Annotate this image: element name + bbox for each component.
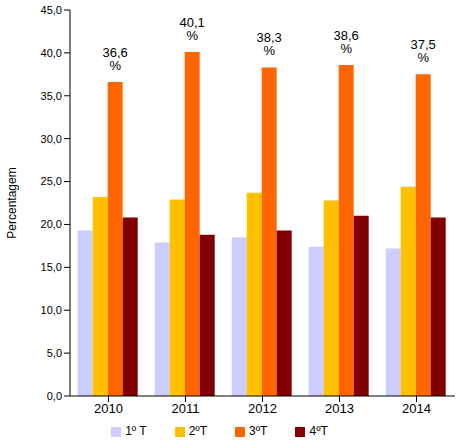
svg-text:2013: 2013 — [325, 401, 354, 416]
svg-text:40,0: 40,0 — [41, 47, 62, 59]
svg-text:2012: 2012 — [248, 401, 277, 416]
svg-text:36,6%: 36,6% — [103, 45, 128, 73]
svg-text:2014: 2014 — [402, 401, 431, 416]
svg-text:45,0: 45,0 — [41, 4, 62, 16]
svg-text:2011: 2011 — [172, 401, 200, 416]
html-text:1º T: 1º T — [125, 424, 147, 438]
svg-text:30,0: 30,0 — [41, 133, 62, 145]
svg-text:Percentagem: Percentagem — [8, 167, 19, 238]
svg-text:20,0: 20,0 — [41, 218, 62, 230]
svg-text:5,0: 5,0 — [47, 347, 62, 359]
svg-text:35,0: 35,0 — [41, 90, 62, 102]
svg-text:25,0: 25,0 — [41, 175, 62, 187]
html-text:2ºT: 2ºT — [188, 424, 208, 438]
svg-text:40,1%: 40,1% — [180, 15, 205, 43]
svg-text:0,0: 0,0 — [47, 390, 62, 402]
svg-text:38,6%: 38,6% — [334, 28, 359, 56]
svg-text:37,5%: 37,5% — [411, 37, 436, 65]
html-text:3ºT: 3ºT — [249, 424, 268, 438]
svg-text:38,3%: 38,3% — [257, 30, 282, 58]
svg-text:2010: 2010 — [94, 401, 123, 416]
html-text:4ºT: 4ºT — [309, 424, 328, 438]
svg-text:15,0: 15,0 — [41, 261, 62, 273]
svg-text:10,0: 10,0 — [41, 304, 62, 316]
